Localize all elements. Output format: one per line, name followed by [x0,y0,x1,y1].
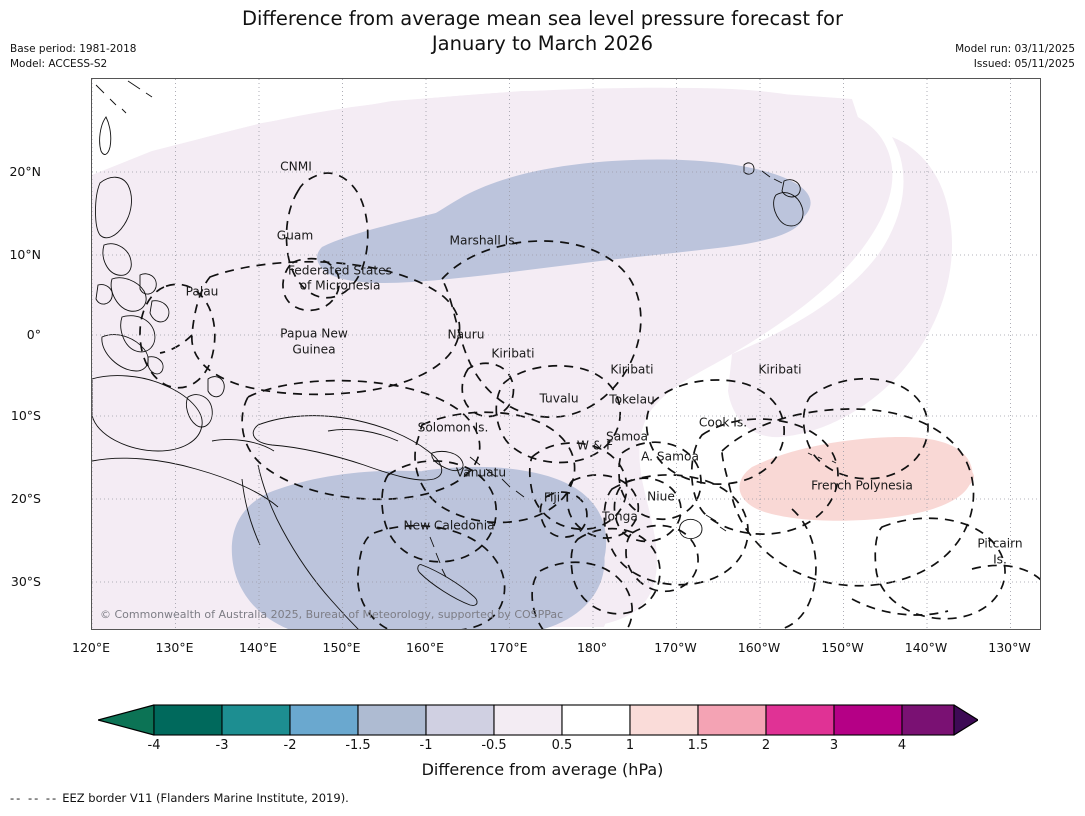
country-label-layer: CNMI Guam Marshall Is. Palau Federated S… [186,160,1023,567]
map-label-png-line1: Papua New [280,327,348,341]
colorbar-over-arrow [953,704,978,736]
metadata-right: Model run: 03/11/2025 Issued: 05/11/2025 [955,42,1075,72]
metadata-left: Base period: 1981-2018 Model: ACCESS-S2 [10,42,136,72]
map-label-niue: Niue [647,490,675,504]
eez-footnote-text: EEZ border V11 (Flanders Marine Institut… [62,791,349,805]
anomaly-core-layer [231,159,811,629]
ytick-30S: 30°S [10,574,41,589]
ytick-10S: 10°S [10,408,41,423]
xtick-130E: 130°E [155,640,194,655]
region-broad-negative-anomaly-east [728,137,953,438]
model-run-text: Model run: 03/11/2025 [955,43,1075,55]
map-label-kiribati-east: Kiribati [758,363,801,377]
map-label-fsm-line2: of Micronesia [300,279,381,293]
xtick-170W: 170°W [654,640,697,655]
xtick-160W: 160°W [737,640,781,655]
map-label-guam: Guam [277,229,314,243]
xtick-160E: 160°E [405,640,445,655]
map-label-french-polynesia: French Polynesia [811,479,913,493]
xtick-150W: 150°W [821,640,864,655]
cbtick--2: -2 [283,738,297,753]
cbtick--1: -1 [419,738,433,753]
issued-text: Issued: 05/11/2025 [973,58,1075,70]
map-label-palau: Palau [186,285,219,299]
map-label-nauru: Nauru [447,328,484,342]
map-label-samoa: Samoa [606,430,648,444]
map-label-tonga: Tonga [601,510,638,524]
xtick-170E: 170°E [489,640,528,655]
ytick-20S: 20°S [10,491,41,506]
base-period-text: Base period: 1981-2018 [10,43,137,55]
map-gridlines [92,79,1040,629]
cbtick-1: 1 [625,738,635,753]
map-label-fsm-line1: Federated States [288,264,392,278]
cbtick-2: 2 [761,738,771,753]
region-french-polynesia-positive-core [750,449,974,505]
colorbar-segments [153,704,955,736]
map-label-wallis-futuna: W & F [577,439,613,453]
coastline-layer [92,80,837,629]
xtick-140W: 140°W [904,640,948,655]
ytick-0: 0° [26,327,41,342]
model-text: Model: ACCESS-S2 [10,58,108,70]
eez-dash-legend: -- -- -- [10,791,59,805]
cbtick-4: 4 [897,738,907,753]
map-label-cook-is: Cook Is. [699,416,747,430]
map-label-kiribati-west: Kiribati [491,347,534,361]
cbtick--4: -4 [147,738,161,753]
cbtick--3: -3 [215,738,229,753]
map-label-solomon-is: Solomon Is. [418,421,489,435]
map-label-png-line2: Guinea [292,343,335,357]
xtick-150E: 150°E [322,640,361,655]
eez-border-layer [139,172,1040,629]
cbtick-1.5: 1.5 [687,738,709,753]
map-label-fiji: Fiji [544,491,560,505]
colorbar-axis-label: Difference from average (hPa) [421,760,664,779]
title-line-1: Difference from average mean sea level p… [242,7,843,30]
anomaly-positive-layer [739,437,974,521]
xtick-180: 180° [576,640,608,655]
colorbar-under-arrow [98,704,155,736]
map-label-pitcairn-line2: Is. [993,553,1007,567]
cbtick--0.5: -0.5 [481,738,507,753]
title-line-2: January to March 2026 [431,32,654,55]
eez-footnote: -- -- -- EEZ border V11 (Flanders Marine … [10,791,349,805]
map-label-vanuatu: Vanuatu [456,466,506,480]
cbtick-0.5: 0.5 [551,738,573,753]
map-credit-text: © Commonwealth of Australia 2025, Bureau… [100,608,563,621]
map-label-tuvalu: Tuvalu [538,392,578,406]
map-label-tokelau: Tokelau [608,393,655,407]
xtick-140E: 140°E [238,640,278,655]
map-label-pitcairn-line1: Pitcairn [977,537,1022,551]
page-title: Difference from average mean sea level p… [0,6,1085,56]
xtick-130W: 130°W [988,640,1031,655]
ytick-20N: 20°N [9,164,41,179]
map-label-american-samoa: A. Samoa [641,450,699,464]
cbtick-3: 3 [829,738,839,753]
region-tasman-coral-sea-negative-core-ext [403,466,607,628]
cbtick--1.5: -1.5 [345,738,371,753]
colorbar [98,703,978,737]
ytick-10N: 10°N [9,247,41,262]
map-label-cnmi: CNMI [280,160,312,174]
region-north-pacific-negative-core-smooth [317,177,805,283]
map-plot-area: CNMI Guam Marshall Is. Palau Federated S… [91,78,1041,630]
xtick-120E: 120°E [71,640,111,655]
map-label-marshall-is: Marshall Is. [449,234,518,248]
map-label-new-caledonia: New Caledonia [403,519,494,533]
map-label-kiribati-central: Kiribati [610,363,653,377]
